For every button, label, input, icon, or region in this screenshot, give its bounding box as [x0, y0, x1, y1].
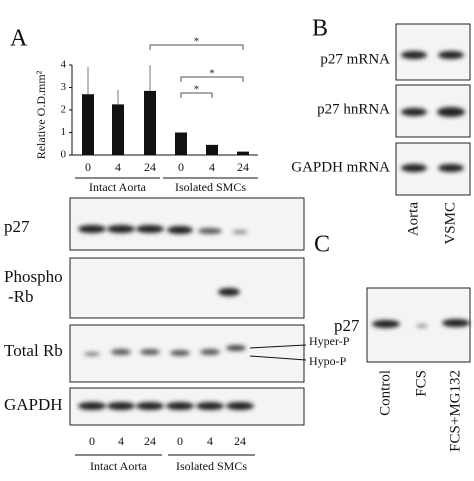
marker-label: Hyper-P — [309, 334, 350, 348]
significance-label: * — [194, 84, 200, 96]
bands — [372, 319, 470, 328]
lane-label: 0 — [177, 434, 183, 448]
bar — [175, 132, 187, 155]
y-tick-label: 1 — [61, 126, 67, 138]
row-label: Phospho — [4, 267, 63, 286]
y-tick-label: 0 — [61, 149, 67, 161]
lane-label: FCS — [413, 370, 429, 397]
panel-label: A — [10, 26, 28, 52]
bar — [112, 104, 124, 155]
panel-label: C — [314, 232, 330, 258]
row-label: GAPDH mRNA — [291, 159, 390, 175]
row-label: p27 — [334, 316, 360, 335]
significance-label: * — [194, 36, 200, 48]
lane-label: 0 — [89, 434, 95, 448]
blot-box — [69, 257, 305, 319]
row-label: p27 mRNA — [320, 51, 390, 67]
blot-box — [69, 197, 305, 251]
row-label: GAPDH — [4, 395, 63, 414]
lane-label: Aorta — [405, 202, 421, 236]
significance-bracket — [180, 76, 244, 82]
y-tick-label: 2 — [61, 104, 67, 116]
group-label: Isolated SMCs — [175, 180, 246, 194]
bar — [82, 94, 94, 155]
lane-label: 4 — [118, 434, 124, 448]
marker-arrow — [249, 355, 307, 361]
marker-arrow — [249, 344, 307, 349]
bar — [206, 144, 218, 155]
significance-label: * — [209, 68, 215, 80]
bands — [401, 51, 465, 172]
row-label: p27 — [4, 217, 30, 236]
lane-label: 4 — [207, 434, 213, 448]
group-label: Intact Aorta — [90, 459, 148, 473]
x-tick-label: 24 — [237, 160, 249, 174]
lane-label: 24 — [234, 434, 246, 448]
y-tick-label: 4 — [61, 59, 67, 71]
x-tick-label: 24 — [144, 160, 156, 174]
significance-bracket — [149, 44, 244, 50]
row-label: p27 hnRNA — [317, 101, 390, 117]
lane-label: 24 — [144, 434, 156, 448]
significance-bracket — [180, 92, 213, 98]
marker-label: Hypo-P — [309, 354, 347, 368]
x-tick-label: 4 — [115, 160, 121, 174]
x-tick-label: 0 — [178, 160, 184, 174]
group-label: Isolated SMCs — [176, 459, 247, 473]
panel-label: B — [312, 16, 328, 42]
lane-label: VSMC — [442, 202, 458, 245]
y-tick-label: 3 — [61, 81, 67, 93]
row-label: -Rb — [8, 287, 34, 306]
row-label: Total Rb — [4, 341, 63, 360]
x-tick-label: 0 — [85, 160, 91, 174]
bar — [144, 90, 156, 155]
bar — [237, 151, 249, 155]
group-label: Intact Aorta — [89, 180, 147, 194]
lane-label: Control — [377, 370, 393, 416]
bands — [78, 225, 254, 410]
lane-label: FCS+MG132 — [447, 370, 463, 452]
y-axis-title: Relative O.D.mm² — [34, 70, 48, 159]
x-tick-label: 4 — [209, 160, 215, 174]
